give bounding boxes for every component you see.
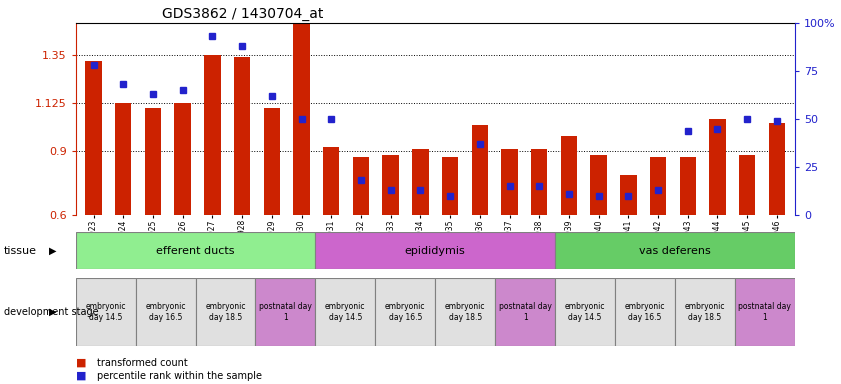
Text: postnatal day
1: postnatal day 1	[499, 302, 552, 322]
Bar	[115, 103, 131, 215]
Text: ■: ■	[76, 371, 86, 381]
Text: embryonic
day 18.5: embryonic day 18.5	[685, 302, 725, 322]
Bar	[204, 55, 220, 215]
Bar	[735, 278, 795, 346]
Bar	[555, 278, 615, 346]
Bar	[135, 278, 195, 346]
Bar	[620, 174, 637, 215]
Bar	[145, 108, 161, 215]
Bar	[383, 155, 399, 215]
Bar	[769, 123, 785, 215]
Bar	[375, 278, 436, 346]
Bar	[739, 155, 755, 215]
Text: ▶: ▶	[49, 245, 56, 256]
Bar	[315, 232, 555, 269]
Text: embryonic
day 14.5: embryonic day 14.5	[325, 302, 366, 322]
Bar	[650, 157, 666, 215]
Bar	[674, 278, 735, 346]
Bar	[323, 147, 340, 215]
Text: percentile rank within the sample: percentile rank within the sample	[97, 371, 262, 381]
Text: tissue: tissue	[4, 245, 37, 256]
Text: embryonic
day 14.5: embryonic day 14.5	[565, 302, 606, 322]
Bar	[680, 157, 696, 215]
Bar	[174, 103, 191, 215]
Bar	[709, 119, 726, 215]
Bar	[555, 232, 795, 269]
Bar	[442, 157, 458, 215]
Bar	[263, 108, 280, 215]
Bar	[195, 278, 256, 346]
Bar	[315, 278, 375, 346]
Bar	[561, 136, 577, 215]
Text: embryonic
day 16.5: embryonic day 16.5	[625, 302, 665, 322]
Bar	[76, 232, 315, 269]
Text: embryonic
day 16.5: embryonic day 16.5	[145, 302, 186, 322]
Text: embryonic
day 18.5: embryonic day 18.5	[445, 302, 485, 322]
Bar	[501, 149, 518, 215]
Bar	[412, 149, 429, 215]
Bar	[85, 61, 102, 215]
Text: ■: ■	[76, 358, 86, 368]
Text: postnatal day
1: postnatal day 1	[259, 302, 312, 322]
Bar	[256, 278, 315, 346]
Bar	[590, 155, 607, 215]
Bar	[76, 278, 135, 346]
Text: embryonic
day 18.5: embryonic day 18.5	[205, 302, 246, 322]
Bar	[352, 157, 369, 215]
Text: embryonic
day 14.5: embryonic day 14.5	[86, 302, 126, 322]
Text: transformed count: transformed count	[97, 358, 188, 368]
Text: ▶: ▶	[49, 307, 56, 317]
Bar	[472, 126, 488, 215]
Bar	[294, 23, 309, 215]
Text: efferent ducts: efferent ducts	[156, 245, 235, 256]
Text: embryonic
day 16.5: embryonic day 16.5	[385, 302, 426, 322]
Text: vas deferens: vas deferens	[639, 245, 711, 256]
Bar	[495, 278, 555, 346]
Text: epididymis: epididymis	[405, 245, 466, 256]
Bar	[436, 278, 495, 346]
Text: GDS3862 / 1430704_at: GDS3862 / 1430704_at	[162, 7, 323, 21]
Bar	[615, 278, 674, 346]
Text: development stage: development stage	[4, 307, 99, 317]
Bar	[531, 149, 547, 215]
Bar	[234, 57, 251, 215]
Text: postnatal day
1: postnatal day 1	[738, 302, 791, 322]
